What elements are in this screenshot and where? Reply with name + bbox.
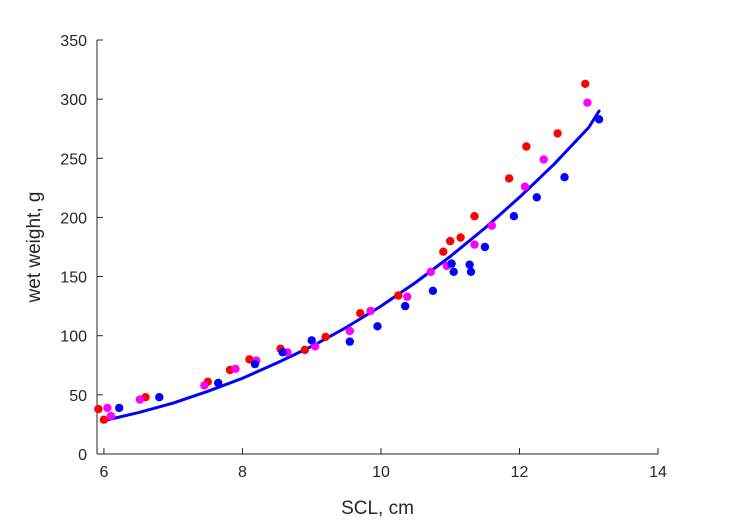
data-point-series-1: [321, 332, 330, 342]
data-point-series-3: [466, 267, 476, 276]
y-tick-label: 150: [60, 270, 87, 287]
data-point-series-2: [470, 240, 479, 249]
data-point-series-3: [594, 115, 604, 124]
data-point-series-2: [583, 98, 592, 107]
y-tick-label: 200: [60, 210, 87, 227]
data-point-series-1: [553, 129, 562, 138]
data-point-series-3: [509, 212, 519, 221]
data-point-series-2: [366, 306, 375, 316]
axes: 6 8 10 12 14 0 50 100 150 200 250 300 350: [60, 33, 667, 481]
data-point-series-3: [447, 259, 456, 268]
data-point-series-2: [231, 364, 240, 373]
data-point-series-3: [480, 242, 490, 252]
data-point-series-1: [439, 247, 448, 256]
data-point-series-3: [115, 403, 124, 413]
x-tick-label: 14: [649, 464, 667, 481]
data-point-series-3: [560, 173, 569, 182]
data-point-series-3: [428, 286, 438, 295]
data-point-series-2: [539, 155, 548, 164]
data-point-series-1: [456, 233, 465, 242]
data-point-series-2: [403, 292, 412, 301]
x-tick-label: 8: [238, 464, 247, 481]
data-point-series-3: [465, 260, 474, 269]
data-point-series-3: [214, 378, 223, 388]
data-point-series-1: [581, 79, 590, 89]
y-tick-label: 350: [60, 33, 87, 50]
data-point-series-1: [99, 415, 109, 424]
data-point-series-1: [446, 236, 455, 246]
x-tick-label: 10: [372, 464, 390, 481]
y-tick-label: 0: [78, 447, 87, 464]
data-point-series-1: [504, 174, 514, 183]
data-point-series-3: [250, 359, 260, 369]
data-point-series-2: [135, 395, 145, 404]
data-point-series-3: [155, 393, 164, 402]
data-point-series-2: [106, 411, 116, 421]
y-tick-label: 50: [69, 388, 87, 405]
data-point-series-1: [522, 142, 531, 151]
data-point-series-3: [449, 267, 458, 276]
data-point-series-1: [300, 345, 309, 355]
data-point-series-3: [532, 193, 541, 202]
x-axis-label: SCL, cm: [341, 498, 414, 519]
data-point-series-3: [401, 301, 410, 311]
y-tick-label: 250: [60, 151, 87, 168]
y-axis-label: wet weight, g: [24, 192, 45, 304]
fit-curve-layer: [101, 109, 601, 423]
data-point-series-2: [345, 326, 354, 336]
x-tick-label: 12: [511, 464, 529, 481]
data-point-series-3: [345, 337, 354, 346]
data-point-series-3: [373, 322, 382, 331]
y-tick-label: 300: [60, 92, 87, 109]
data-points-layer: [94, 79, 604, 424]
data-point-series-1: [94, 404, 103, 414]
data-point-series-2: [520, 182, 530, 191]
fit-curve: [101, 109, 601, 423]
data-point-series-1: [356, 309, 365, 318]
data-point-series-3: [307, 336, 316, 345]
data-point-series-1: [245, 355, 254, 364]
data-point-series-3: [278, 348, 287, 357]
x-tick-label: 6: [99, 464, 108, 481]
data-point-series-2: [426, 267, 435, 276]
data-point-series-2: [200, 381, 209, 390]
y-tick-label: 100: [60, 329, 87, 346]
data-point-series-2: [487, 221, 496, 230]
data-point-series-2: [103, 403, 112, 413]
data-point-series-1: [394, 291, 403, 300]
data-point-series-1: [470, 212, 479, 221]
